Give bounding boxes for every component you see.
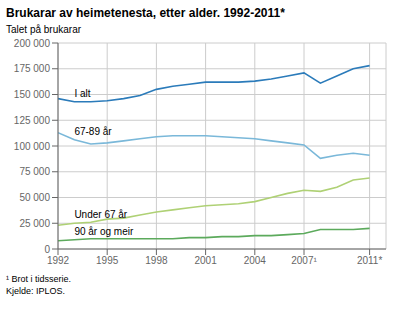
svg-text:200 000: 200 000 (14, 38, 51, 49)
svg-text:2011*: 2011* (357, 255, 383, 266)
svg-text:100 000: 100 000 (14, 141, 51, 152)
svg-text:2004: 2004 (244, 255, 267, 266)
svg-text:I alt: I alt (74, 88, 90, 99)
svg-text:125 000: 125 000 (14, 115, 51, 126)
svg-text:2007¹: 2007¹ (291, 255, 317, 266)
svg-text:0: 0 (44, 244, 50, 255)
svg-text:90 år og meir: 90 år og meir (74, 226, 134, 237)
svg-text:67-89 år: 67-89 år (74, 126, 112, 137)
svg-text:25 000: 25 000 (19, 218, 50, 229)
svg-text:1998: 1998 (145, 255, 168, 266)
html-text:Kjelde: IPLOS.: Kjelde: IPLOS. (6, 286, 65, 296)
svg-text:Under 67 år: Under 67 år (74, 209, 127, 220)
svg-text:175 000: 175 000 (14, 63, 51, 74)
svg-text:1992: 1992 (47, 255, 70, 266)
svg-text:75 000: 75 000 (19, 166, 50, 177)
svg-text:2001: 2001 (194, 255, 217, 266)
svg-text:50 000: 50 000 (19, 192, 50, 203)
svg-text:1995: 1995 (96, 255, 119, 266)
html-text:Talet på brukarar: Talet på brukarar (6, 24, 81, 35)
html-text:¹ Brot i tidsserie.: ¹ Brot i tidsserie. (6, 274, 71, 284)
html-text:Brukarar av heimetenesta, ette: Brukarar av heimetenesta, etter alder. 1… (6, 6, 285, 20)
svg-text:150 000: 150 000 (14, 89, 51, 100)
